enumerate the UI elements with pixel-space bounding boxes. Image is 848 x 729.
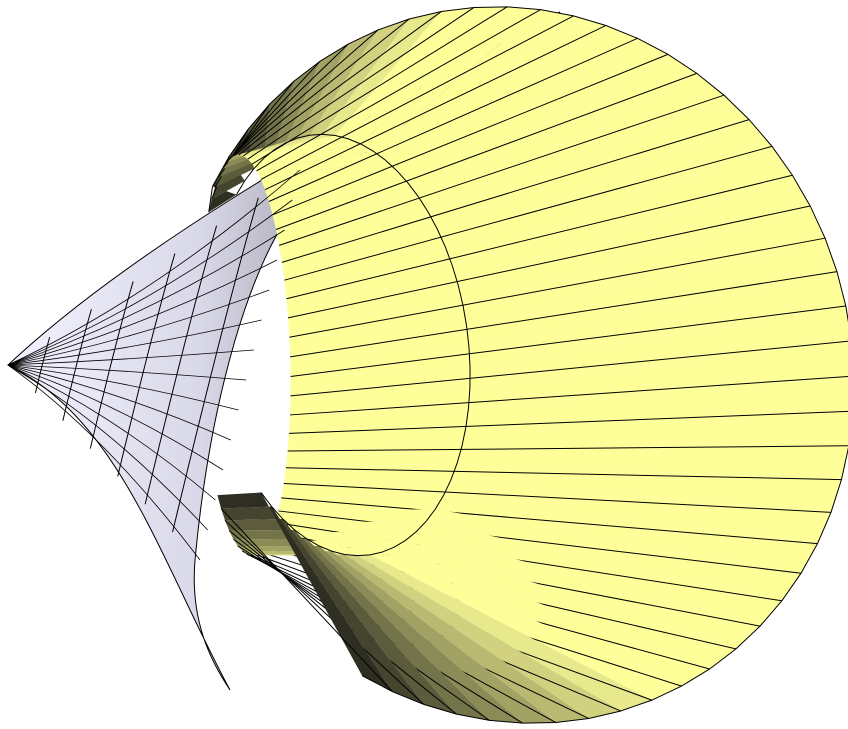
rim-facet [286, 175, 811, 318]
facet-edge [220, 508, 393, 692]
rim-facet [233, 538, 523, 724]
rim-facet [268, 38, 668, 215]
facet-edge [225, 60, 321, 164]
rim-facet [275, 509, 802, 601]
rim-facet [283, 463, 842, 513]
rim-facet [290, 306, 848, 396]
rim-facet [272, 54, 697, 230]
facet-edge [268, 37, 638, 202]
rim-facet [214, 103, 270, 188]
facet-edge [234, 29, 379, 157]
band-line [89, 281, 134, 449]
facet-edge [208, 186, 214, 213]
rim-facet [279, 95, 750, 263]
generator-line [7, 364, 247, 381]
rim-facet [247, 6, 508, 165]
facet-edge [229, 43, 349, 159]
rim-facet [229, 529, 490, 721]
rim-facet [256, 9, 574, 180]
rim-facet [242, 550, 589, 723]
rim-facet [289, 238, 837, 357]
rim-facet [243, 7, 475, 160]
inner-ring [236, 133, 471, 557]
facet-edge [260, 15, 574, 180]
facet-edge [256, 9, 541, 172]
band-line [172, 197, 259, 533]
facet-edge [247, 7, 475, 160]
facet-edge [289, 375, 848, 416]
generator-line [7, 364, 208, 531]
rim-facet [287, 411, 848, 452]
rim-facet [251, 554, 652, 711]
rim-facet [289, 341, 848, 415]
rim-facet [285, 445, 848, 480]
rim-facet [259, 547, 710, 687]
generator-line [7, 349, 254, 366]
facet-edge [289, 237, 826, 338]
rim-facet [271, 521, 782, 627]
band-line [144, 225, 218, 505]
rim-facet [218, 81, 295, 178]
rim-facet [217, 492, 393, 692]
rim-facet [252, 6, 541, 171]
generator-line [7, 229, 285, 366]
rim-facet [284, 146, 793, 299]
facet-edge [224, 519, 425, 705]
facet-edge [289, 410, 848, 434]
facet-edge [278, 510, 802, 574]
facet-edge [285, 467, 842, 481]
band-line [62, 309, 92, 421]
generator-line [7, 259, 278, 366]
facet-edge [251, 6, 508, 165]
facet-edge [290, 271, 838, 358]
rim-facet [238, 11, 442, 157]
facet-edge [281, 119, 750, 263]
facet-edge [283, 482, 832, 513]
rim-facet [234, 19, 410, 156]
facet-edge [275, 72, 697, 230]
rim-facet [289, 376, 848, 434]
generator-line [7, 364, 239, 411]
facet-edge [287, 205, 811, 319]
facet-edge [243, 11, 442, 157]
generator-line [7, 364, 201, 561]
facet-edge [281, 497, 818, 545]
facet-edge [290, 340, 848, 397]
facet-edge [264, 25, 607, 191]
facet-edge [287, 445, 848, 452]
generator-line [7, 319, 262, 366]
facet-edge [272, 53, 669, 216]
generator-line [7, 364, 231, 441]
rim-facet [290, 271, 846, 377]
rim-facet [276, 73, 724, 246]
rim-outline [212, 6, 848, 724]
band-line [117, 253, 176, 477]
facet-edge [278, 94, 725, 246]
rim-facet [224, 519, 457, 715]
facet-edge [284, 145, 773, 281]
rim-facet [211, 129, 254, 200]
facet-edge [238, 18, 410, 156]
rim-facet [288, 205, 826, 338]
generator-line [7, 364, 224, 471]
rim-facet [221, 506, 425, 705]
rim-facet [265, 25, 638, 202]
rim-facet [267, 531, 761, 649]
generator-line [7, 364, 216, 501]
surface-facets [208, 6, 848, 724]
generator-line [7, 289, 270, 366]
rim-facet [246, 553, 621, 719]
rim-facet [255, 551, 682, 701]
rim-facet [281, 119, 773, 281]
generator-line [7, 169, 301, 366]
outer-surface [7, 11, 561, 691]
facet-edge [290, 305, 846, 378]
generator-line [7, 199, 293, 366]
rim-facet [260, 15, 606, 190]
rim-facet [263, 540, 736, 669]
facet-edge [286, 174, 793, 300]
